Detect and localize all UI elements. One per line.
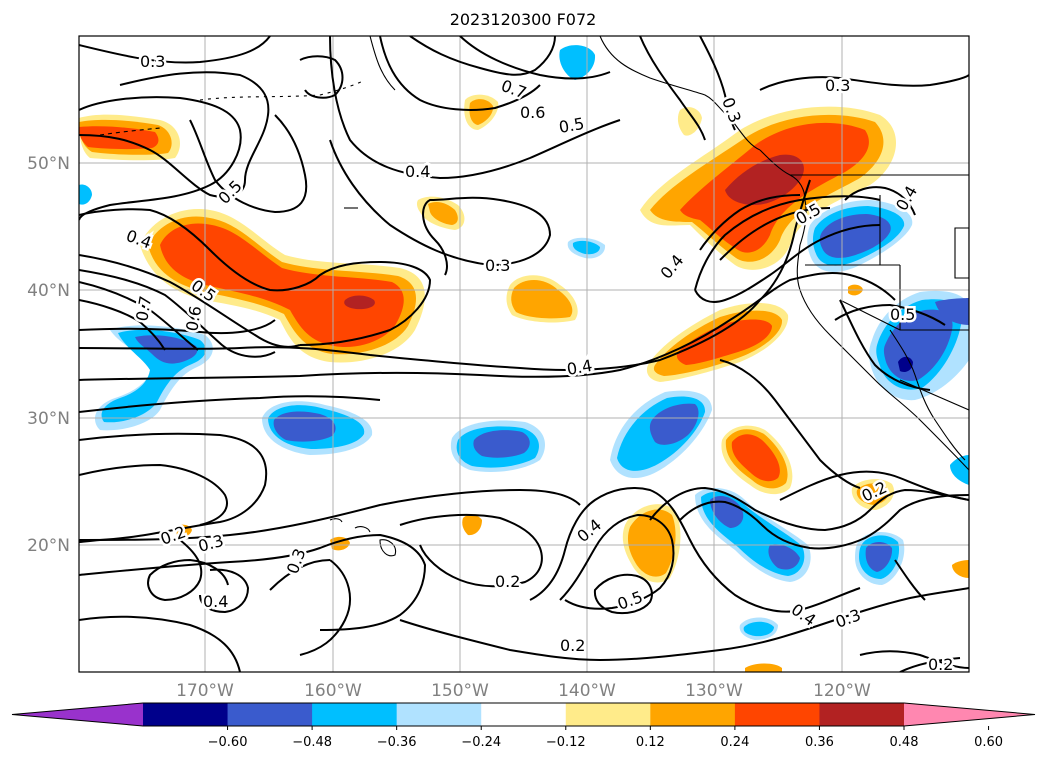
colorbar-tick-label: −0.12 — [546, 735, 586, 750]
colorbar-extend-high — [904, 703, 1035, 726]
negative-region-small-3-sky — [743, 621, 774, 637]
positive-anomaly-regions — [79, 94, 969, 672]
colorbar-segment — [143, 703, 229, 726]
positive-region-small-5 — [462, 514, 482, 536]
colorbar-segment — [565, 703, 651, 726]
negative-region-small-4 — [79, 184, 92, 205]
negative-region-central-royal — [473, 430, 530, 458]
colorbar-tick-label: −0.24 — [461, 735, 501, 750]
colorbar-segment — [650, 703, 736, 726]
contour-label: 0.3 — [485, 256, 510, 275]
contour-label: 0.5 — [890, 305, 915, 324]
negative-region-small-2-sky — [572, 240, 600, 255]
negative-region-east-2-royal — [710, 496, 744, 528]
graticule — [79, 36, 969, 672]
positive-region-socal-band-red — [676, 319, 772, 365]
colorbar-tick-label: 0.48 — [890, 735, 919, 750]
positive-region-central-band-red — [160, 223, 404, 348]
colorbar-segment — [734, 703, 820, 726]
negative-region-small-6 — [935, 298, 969, 325]
colorbar-segment — [312, 703, 398, 726]
lon-label: 140°W — [558, 681, 616, 701]
colorbar: −0.60 −0.48 −0.36 −0.24 −0.12 0.12 0.24 0.36 0.4… — [11, 702, 1036, 750]
contour-label: 0.2 — [928, 655, 953, 674]
lon-label: 160°W — [304, 681, 362, 701]
positive-region-nw-coast-core — [725, 154, 804, 205]
negative-region-east-2-royal-b — [768, 544, 800, 570]
longitude-labels: 170°W 160°W 150°W 140°W 130°W 120°W — [176, 681, 871, 701]
lon-label: 150°W — [431, 681, 489, 701]
colorbar-tick-label: −0.48 — [292, 735, 332, 750]
contour-lines — [79, 36, 969, 672]
contour-label: 0.2 — [495, 572, 520, 591]
lat-label: 50°N — [27, 154, 70, 174]
colorbar-extend-low — [12, 703, 143, 726]
coastlines — [99, 36, 969, 557]
colorbar-segment — [481, 703, 567, 726]
positive-region-small-2-orange — [469, 99, 494, 125]
map-title: 2023120300 F072 — [450, 10, 597, 29]
colorbar-tick-label: −0.36 — [377, 735, 417, 750]
colorbar-tick-label: 0.12 — [636, 735, 665, 750]
lat-label: 20°N — [27, 536, 70, 556]
colorbar-tick-label: 0.36 — [805, 735, 834, 750]
colorbar-tick-label: 0.24 — [720, 735, 749, 750]
shaded-field — [79, 45, 969, 672]
negative-region-small-1 — [559, 45, 596, 80]
lon-label: 170°W — [176, 681, 234, 701]
positive-region-small-1-orange — [428, 202, 458, 225]
positive-region-central-band-core — [344, 295, 375, 310]
lat-label: 30°N — [27, 409, 70, 429]
plot-frame — [78, 35, 970, 673]
contour-label: 0.3 — [140, 52, 165, 71]
contour-label: 0.4 — [203, 592, 228, 611]
contour-label: 0.6 — [182, 304, 205, 332]
lon-label: 130°W — [685, 681, 743, 701]
latitude-labels: 50°N 40°N 30°N 20°N — [27, 154, 70, 556]
negative-region-east-3-royal — [865, 542, 893, 572]
lon-label: 120°W — [813, 681, 871, 701]
positive-region-far-west-red — [79, 126, 159, 150]
colorbar-segment — [396, 703, 482, 726]
negative-region-sw-1-royal — [273, 411, 336, 442]
negative-region-east-1-royal — [649, 403, 699, 445]
positive-region-subtropical-red — [731, 434, 780, 482]
negative-anomaly-regions — [79, 45, 969, 640]
contour-label: 0.6 — [520, 103, 545, 122]
contour-label: 0.4 — [405, 162, 430, 181]
contour-label: 0.2 — [560, 636, 585, 655]
colorbar-segment — [227, 703, 313, 726]
positive-region-small-4 — [952, 560, 969, 578]
lat-label: 40°N — [27, 281, 70, 301]
colorbar-outline — [11, 702, 1036, 727]
contour-label: 0.3 — [825, 76, 850, 95]
colorbar-tick-label: −0.60 — [208, 735, 248, 750]
colorbar-tick-label: 0.60 — [974, 735, 1003, 750]
plot-area: 0.3 0.7 0.6 0.5 0.3 0.3 0.5 0.4 0.4 0.5 … — [79, 36, 969, 674]
positive-region-small-3 — [745, 663, 782, 672]
negative-region-small-5 — [950, 455, 969, 485]
positive-region-small-9 — [677, 107, 702, 136]
colorbar-segment — [819, 703, 905, 726]
